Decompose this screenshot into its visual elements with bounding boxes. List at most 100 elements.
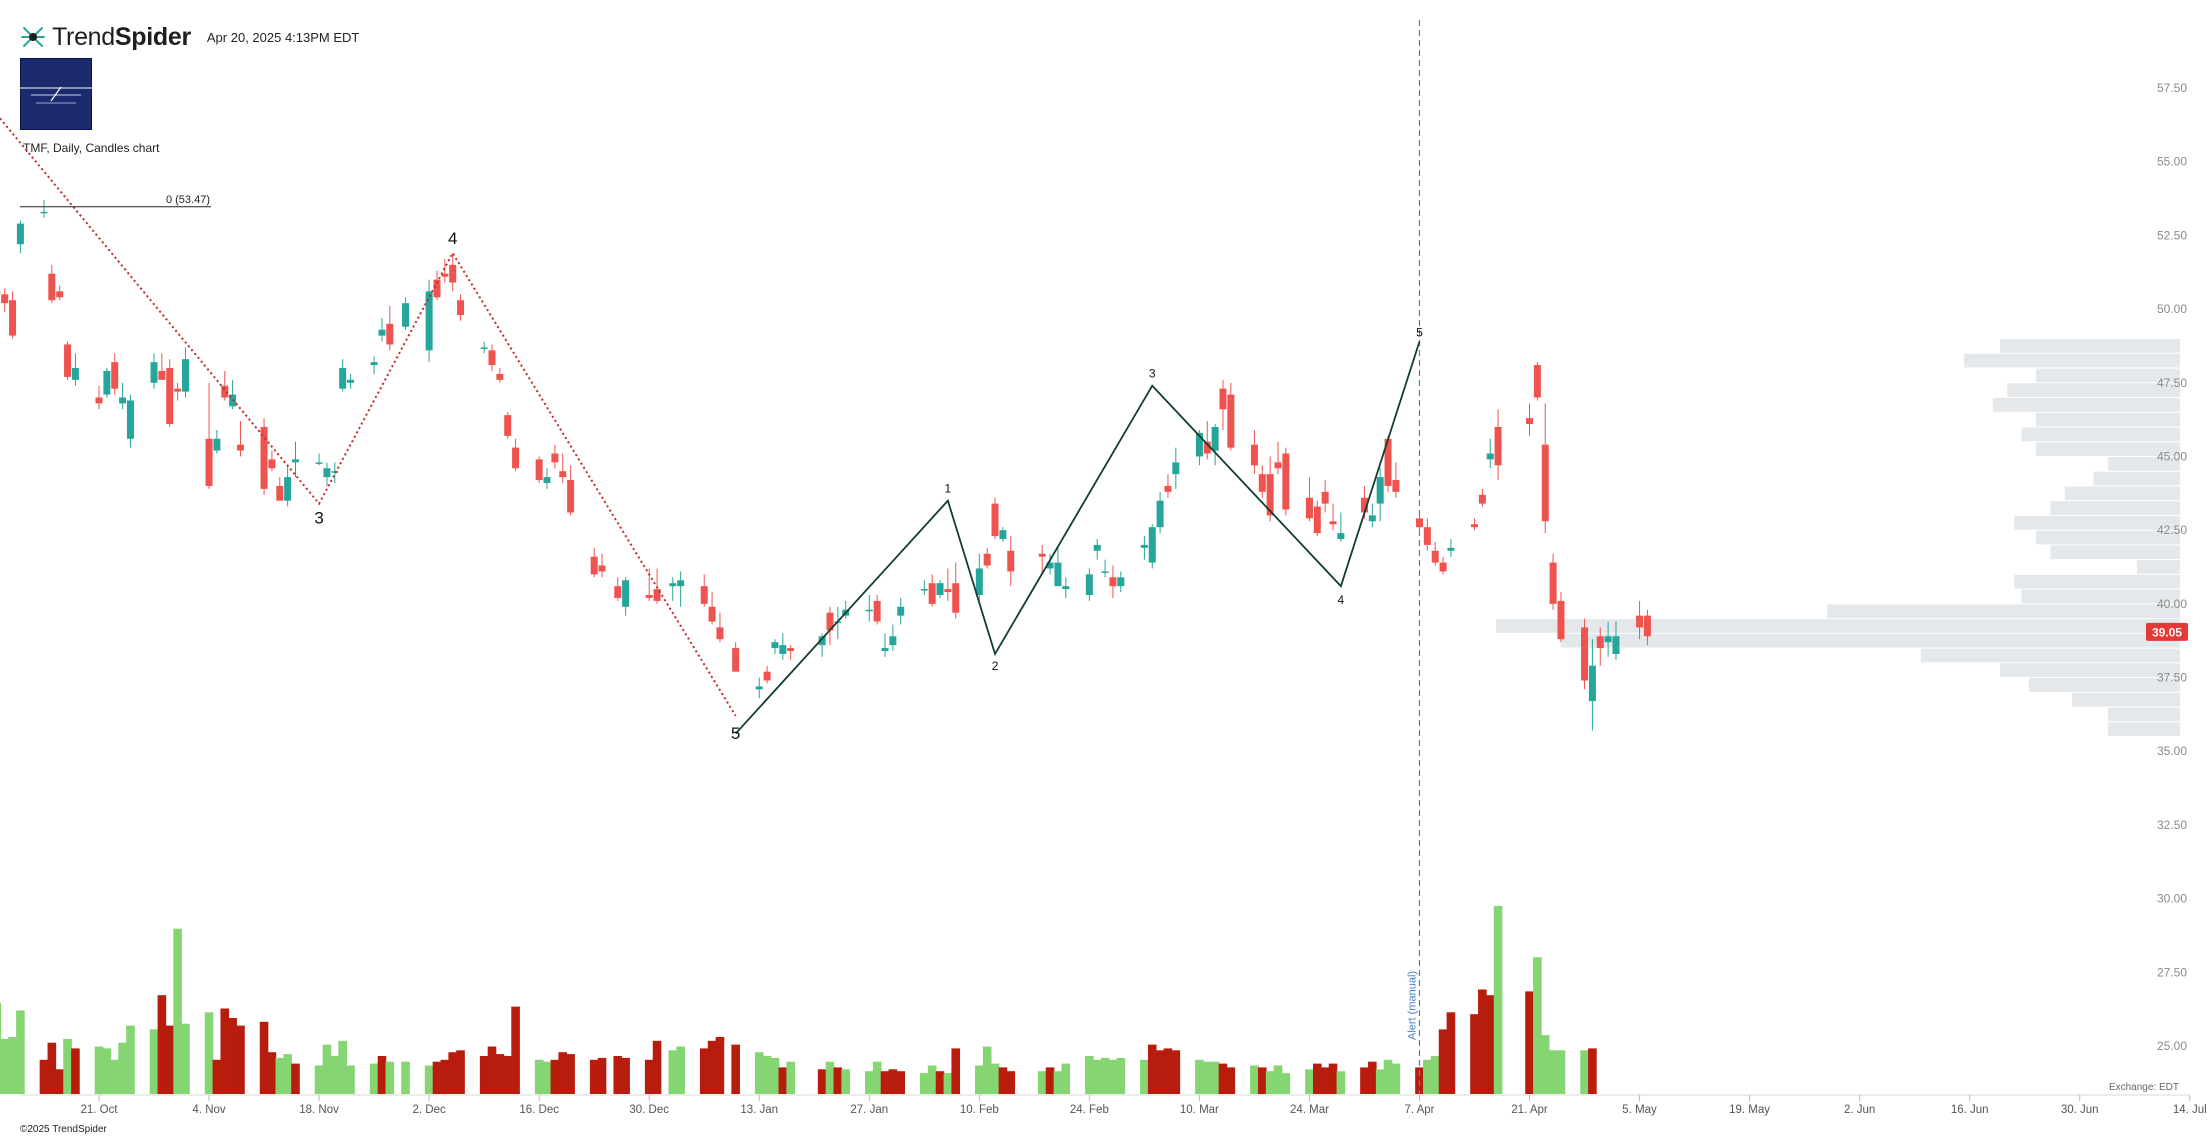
- x-tick-label: 2. Jun: [1844, 1104, 1875, 1116]
- exchange-label: Exchange: EDT: [2108, 1082, 2179, 1093]
- elliott-wave-label-minor: 1: [945, 482, 952, 496]
- candle-body: [551, 453, 559, 463]
- volume-bar: [165, 1025, 175, 1094]
- volume-bar: [715, 1037, 725, 1094]
- volume-bar: [1305, 1069, 1314, 1094]
- volume-bar: [1446, 1012, 1456, 1094]
- candle-body: [1282, 453, 1290, 510]
- chart-timestamp: Apr 20, 2025 4:13PM EDT: [206, 29, 360, 45]
- volume-bar: [762, 1056, 772, 1094]
- candle-body: [331, 471, 339, 473]
- candle-body: [1431, 550, 1439, 563]
- candle-body: [1266, 474, 1274, 516]
- volume-bar: [291, 1063, 300, 1094]
- volume-profile-bar: [2036, 530, 2180, 545]
- volume-bar: [283, 1054, 292, 1094]
- candle-body: [56, 291, 64, 298]
- volume-profile-bar: [2000, 663, 2180, 678]
- candle-body: [1541, 444, 1549, 522]
- candle-body: [1636, 615, 1644, 628]
- candle-body: [1581, 627, 1589, 681]
- volume-bar: [236, 1025, 245, 1094]
- trendspider-logo-icon: [21, 27, 45, 47]
- candle-body: [504, 415, 512, 436]
- candle-body: [1313, 506, 1321, 534]
- candle-body: [339, 368, 347, 389]
- candle-body: [126, 400, 134, 439]
- volume-bar: [173, 928, 182, 1094]
- candle-body: [95, 397, 103, 404]
- symbol-badge-logo: [20, 58, 92, 130]
- volume-bar: [456, 1050, 465, 1094]
- y-tick-label: 42.50: [2157, 523, 2187, 537]
- x-tick-label: 24. Mar: [1290, 1104, 1329, 1116]
- volume-bar: [1140, 1059, 1149, 1094]
- volume-bar: [1478, 989, 1487, 1094]
- last-price-tag-box: [2146, 622, 2188, 641]
- volume-bar: [1053, 1071, 1063, 1094]
- volume-bar: [181, 1023, 190, 1094]
- volume-bar: [1226, 1067, 1236, 1094]
- candle-body: [1211, 426, 1219, 451]
- volume-bar: [259, 1021, 269, 1094]
- candle-body: [150, 362, 158, 383]
- volume-bar: [1218, 1063, 1228, 1094]
- x-tick-label: 18. Nov: [299, 1104, 339, 1116]
- volume-profile-bar: [2007, 383, 2180, 398]
- volume-bar: [377, 1056, 387, 1094]
- volume-bar: [778, 1067, 788, 1094]
- volume-bar: [935, 1071, 945, 1094]
- volume-bar: [1391, 1063, 1401, 1094]
- candle-body: [1117, 577, 1125, 587]
- volume-bar: [825, 1061, 835, 1094]
- candle-body: [1140, 544, 1148, 548]
- volume-bar: [731, 1044, 740, 1094]
- volume-bar: [597, 1057, 607, 1094]
- candle-body: [1274, 462, 1282, 469]
- elliott-wave-label-minor: 4: [1338, 593, 1345, 607]
- candle-body: [1439, 562, 1447, 572]
- volume-bar: [975, 1065, 984, 1094]
- candle-body: [425, 291, 433, 351]
- candle-body: [1109, 577, 1117, 587]
- candle-body: [496, 373, 504, 380]
- candle-body: [1164, 485, 1172, 492]
- candle-body: [1596, 636, 1604, 649]
- candle-body: [559, 471, 567, 478]
- candle-body: [1195, 432, 1203, 457]
- x-tick-label: 13. Jan: [740, 1104, 778, 1116]
- volume-bar: [47, 1042, 57, 1094]
- volume-bar: [369, 1063, 379, 1094]
- volume-bar: [1328, 1063, 1338, 1094]
- candle-body: [1337, 533, 1345, 539]
- elliott-wave-label-major: 3: [314, 509, 323, 528]
- candle-body: [1172, 462, 1180, 475]
- candle-body: [488, 350, 496, 366]
- volume-bar: [1195, 1059, 1204, 1094]
- candle-body: [1093, 544, 1101, 551]
- candle-body: [897, 606, 905, 616]
- volume-profile-bar: [2050, 545, 2180, 560]
- volume-bar: [1045, 1067, 1055, 1094]
- volume-bar: [220, 1008, 230, 1094]
- candle-body: [347, 379, 355, 383]
- volume-bar: [110, 1059, 120, 1094]
- elliott-waves: 3 4 5 1 2 3 4 5: [0, 116, 1423, 743]
- volume-bar: [817, 1069, 827, 1094]
- volume-profile-bar: [2014, 515, 2180, 530]
- candle-body: [1604, 636, 1612, 643]
- x-tick-label: 5. May: [1622, 1104, 1657, 1116]
- x-tick-label: 30. Jun: [2061, 1104, 2099, 1116]
- volume-bar: [448, 1052, 457, 1094]
- volume-bar: [1360, 1067, 1369, 1094]
- volume-bar: [39, 1059, 49, 1094]
- candle-body: [708, 606, 716, 622]
- candle-body: [205, 438, 213, 486]
- candle-body: [928, 583, 936, 604]
- elliott-wave-dotted-line: [0, 116, 737, 717]
- volume-bar: [880, 1071, 890, 1094]
- candle-body: [268, 459, 276, 469]
- volume-bar: [322, 1044, 332, 1094]
- candle-body: [716, 627, 724, 640]
